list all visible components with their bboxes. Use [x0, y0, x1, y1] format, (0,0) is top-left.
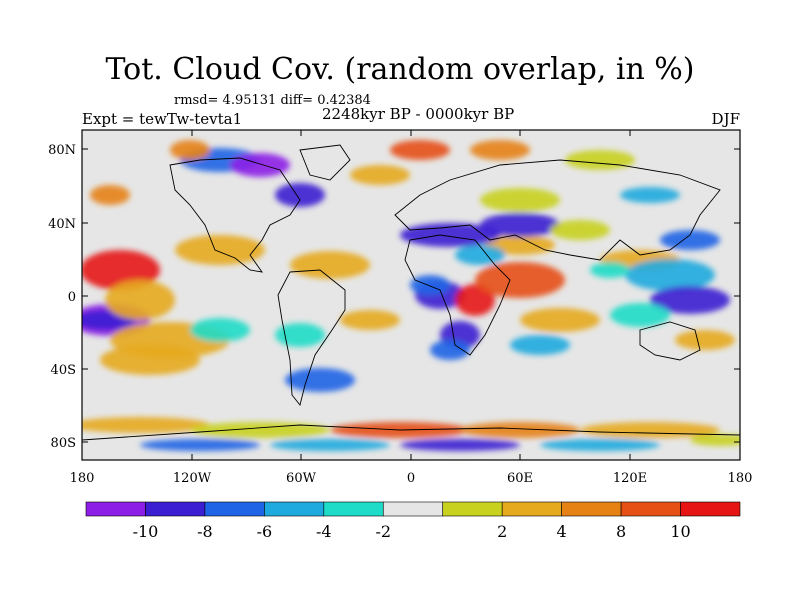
colorbar-label: 4 [557, 522, 567, 541]
anomaly-region [485, 235, 555, 255]
coastline [404, 234, 511, 356]
lat-tick-label: 40N [48, 217, 76, 232]
anomaly-region [510, 335, 570, 355]
map-background [82, 130, 740, 460]
coastline [299, 144, 351, 181]
anomaly-region [475, 262, 565, 298]
anomaly-region [230, 153, 290, 177]
colorbar-label: -8 [197, 522, 213, 541]
colorbar-swatch [680, 501, 741, 517]
chart-title: Tot. Cloud Cov. (random overlap, in %) [105, 52, 695, 87]
anomaly-region [82, 250, 160, 290]
coastline [394, 159, 721, 261]
colorbar-label: -10 [133, 522, 159, 541]
anomaly-region [105, 280, 175, 320]
lat-tick-label: 0 [68, 290, 76, 305]
anomaly-region [285, 368, 355, 392]
anomaly-region [675, 330, 735, 350]
anomaly-region [620, 187, 680, 203]
anomaly-region [100, 345, 200, 375]
colorbar-label: -6 [257, 522, 273, 541]
anomaly-region [470, 140, 530, 160]
anomaly-region [610, 303, 670, 327]
anomaly-region [82, 417, 210, 433]
lon-tick-label: 120E [613, 471, 647, 486]
anomaly-region [550, 220, 610, 240]
anomaly-region [270, 439, 390, 451]
lon-tick-label: 120W [173, 471, 212, 486]
colorbar-swatch [561, 501, 622, 517]
colorbar-label: 2 [497, 522, 507, 541]
anomaly-region [340, 310, 400, 330]
coastline [82, 424, 740, 441]
colorbar-swatch [382, 501, 444, 517]
season-label: DJF [711, 110, 740, 128]
lon-tick-label: 60E [507, 471, 533, 486]
lat-tick-label: 80S [51, 436, 76, 451]
anomaly-field [82, 130, 740, 460]
latitude-axis: 80N 40N 0 40S 80S [48, 143, 740, 451]
anomaly-region [170, 140, 210, 160]
anomaly-region [625, 259, 715, 291]
longitude-axis: 180 120W 60W 0 60E 120E 180 [70, 130, 753, 486]
anomaly-region [660, 230, 720, 250]
colorbar-swatch [323, 501, 384, 517]
anomaly-region [430, 340, 470, 360]
anomaly-region [190, 318, 250, 342]
anomaly-region [460, 422, 580, 438]
anomaly-region [90, 185, 130, 205]
colorbar-swatch [204, 501, 265, 517]
coastline [639, 321, 701, 361]
colorbar-label: -2 [375, 522, 391, 541]
colorbar-label: -4 [316, 522, 332, 541]
colorbar-swatch [620, 501, 681, 517]
period-label: 2248kyr BP - 0000kyr BP [322, 105, 515, 123]
colorbar-label: 8 [616, 522, 626, 541]
anomaly-region [275, 183, 325, 207]
lat-tick-label: 40S [51, 363, 76, 378]
anomaly-region [290, 251, 370, 279]
lon-tick-label: 180 [70, 471, 95, 486]
experiment-label: Expt = tewTw-tevta1 [82, 110, 243, 128]
anomaly-region [565, 150, 635, 170]
anomaly-region [175, 235, 265, 265]
lon-tick-label: 0 [407, 471, 415, 486]
anomaly-region [650, 286, 730, 314]
anomaly-region [520, 308, 600, 332]
anomaly-region [190, 422, 330, 438]
coastline [277, 269, 346, 406]
anomaly-region [590, 262, 630, 278]
colorbar-swatch [501, 501, 562, 517]
anomaly-region [480, 188, 560, 212]
anomaly-region [400, 439, 520, 451]
anomaly-region [580, 422, 720, 438]
stats-label: rmsd= 4.95131 diff= 0.42384 [174, 93, 371, 108]
anomaly-region [140, 439, 260, 451]
coastline [169, 157, 301, 273]
colorbar-swatch [85, 501, 146, 517]
anomaly-region [455, 245, 505, 265]
anomaly-region [480, 213, 560, 237]
anomaly-region [540, 439, 660, 451]
colorbar-swatch [264, 501, 325, 517]
anomaly-region [690, 434, 740, 446]
lon-tick-label: 60W [286, 471, 317, 486]
anomaly-region [410, 275, 450, 295]
anomaly-region [455, 284, 495, 316]
anomaly-region [275, 323, 325, 347]
anomaly-region [350, 165, 410, 185]
lon-tick-label: 180 [728, 471, 753, 486]
colorbar-label: 10 [670, 522, 690, 541]
anomaly-region [390, 140, 450, 160]
colorbar-swatch [442, 501, 503, 517]
colorbar-swatch [145, 501, 206, 517]
colorbar: -10 -8 -6 -4 -2 2 4 8 10 [85, 501, 741, 541]
lat-tick-label: 80N [48, 143, 76, 158]
